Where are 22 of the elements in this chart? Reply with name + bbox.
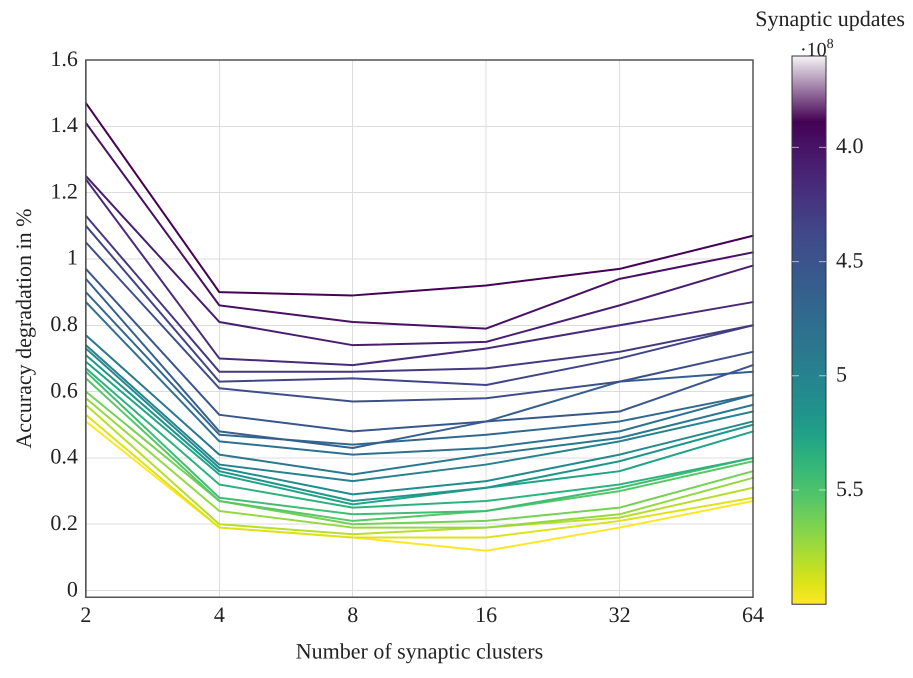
- color-bar-title: Synaptic updates: [755, 6, 905, 31]
- y-tick-label: 0.2: [50, 510, 78, 536]
- y-axis-title: Accuracy degradation in %: [10, 208, 36, 449]
- y-tick-label: 0.4: [50, 444, 78, 469]
- x-tick-label: 32: [608, 602, 631, 628]
- y-tick-label: 1: [66, 244, 78, 270]
- color-bar-label: 4.0: [836, 133, 864, 158]
- y-tick-label: 0.6: [50, 377, 78, 402]
- x-tick-label: 2: [80, 602, 92, 628]
- x-axis-title: Number of synaptic clusters: [296, 638, 544, 664]
- color-bar-label: 4.5: [836, 247, 864, 272]
- color-bar-label: 5.5: [836, 476, 864, 501]
- x-tick-label: 4: [214, 602, 225, 628]
- x-tick-label: 16: [475, 602, 498, 628]
- y-tick-label: 1.2: [50, 178, 78, 204]
- x-tick-label: 64: [742, 602, 764, 628]
- y-tick-label: 1.4: [50, 112, 78, 138]
- y-tick-label: 0: [66, 576, 78, 602]
- color-bar-label: 5: [836, 362, 847, 387]
- y-tick-label: 1.6: [50, 46, 78, 71]
- y-tick-label: 0.8: [50, 311, 78, 336]
- x-tick-label: 8: [347, 602, 358, 628]
